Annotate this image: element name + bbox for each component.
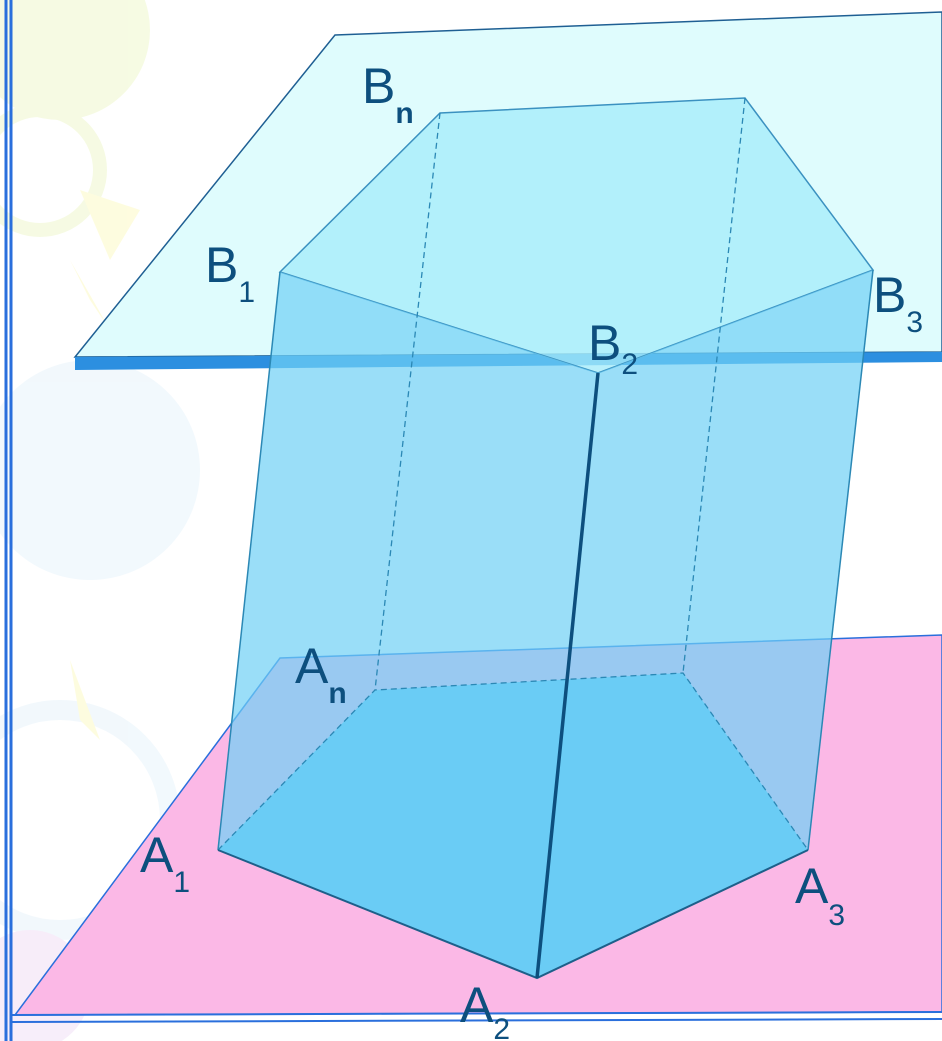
hidden-edge (217, 672, 809, 851)
hidden-edge (682, 97, 746, 674)
letter: B (362, 58, 395, 114)
edge (807, 269, 874, 851)
hidden-edge (374, 112, 441, 691)
letter: A (460, 977, 494, 1033)
letter: B (588, 315, 621, 371)
subscript: 2 (493, 1013, 510, 1041)
letter: A (295, 638, 329, 694)
prism-face (218, 272, 598, 978)
vertex-label: A2 (460, 977, 510, 1041)
vertex-label: A3 (795, 858, 845, 932)
vertex-label: B3 (873, 267, 923, 339)
subscript: 1 (238, 276, 255, 309)
subscript: 3 (828, 899, 845, 932)
letter: B (873, 267, 906, 323)
plane-edge (11, 1018, 942, 1023)
subscript: n (395, 97, 413, 130)
subscript: 2 (621, 348, 638, 381)
subscript: 3 (906, 306, 923, 339)
subscript: 1 (173, 866, 190, 899)
letter: B (205, 237, 238, 293)
vertex-label: An (295, 638, 347, 710)
prism (217, 97, 875, 980)
subscript: n (328, 677, 346, 710)
edge (217, 271, 281, 851)
plane-edge (11, 1011, 942, 1016)
letter: A (795, 858, 829, 914)
vertex-label: B2 (588, 315, 638, 381)
vertex-label: Bn (362, 58, 414, 130)
vertex-label: A1 (140, 827, 190, 899)
prism-face (537, 270, 873, 978)
letter: A (140, 827, 174, 883)
edge (535, 372, 600, 979)
vertex-label: B1 (205, 237, 255, 309)
prism-top (278, 97, 875, 374)
